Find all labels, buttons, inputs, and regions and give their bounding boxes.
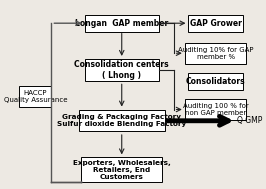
Text: Consolidators: Consolidators	[186, 77, 246, 86]
FancyBboxPatch shape	[81, 157, 163, 182]
Text: Exporters, Wholesalers,
Retailers, End
Customers: Exporters, Wholesalers, Retailers, End C…	[73, 160, 171, 180]
FancyBboxPatch shape	[78, 110, 165, 131]
Text: GAP Grower: GAP Grower	[190, 19, 242, 28]
Text: Longan  GAP member: Longan GAP member	[75, 19, 168, 28]
FancyBboxPatch shape	[188, 15, 243, 32]
FancyBboxPatch shape	[85, 15, 159, 32]
Text: Q GMP: Q GMP	[238, 116, 263, 125]
Text: Grading & Packaging Factory
Sulfur dioxide Blending Factory: Grading & Packaging Factory Sulfur dioxi…	[57, 114, 186, 127]
FancyBboxPatch shape	[185, 43, 247, 64]
Text: Consolidation centers
( Lhong ): Consolidation centers ( Lhong )	[74, 60, 169, 80]
Text: Auditing 100 % for
non GAP member: Auditing 100 % for non GAP member	[183, 103, 248, 116]
FancyBboxPatch shape	[185, 99, 247, 120]
Text: Auditing 10% for GAP
member %: Auditing 10% for GAP member %	[178, 47, 253, 60]
FancyBboxPatch shape	[188, 73, 243, 90]
FancyBboxPatch shape	[19, 86, 51, 107]
Text: HACCP
Quality Assurance: HACCP Quality Assurance	[3, 90, 67, 103]
FancyBboxPatch shape	[85, 59, 159, 81]
